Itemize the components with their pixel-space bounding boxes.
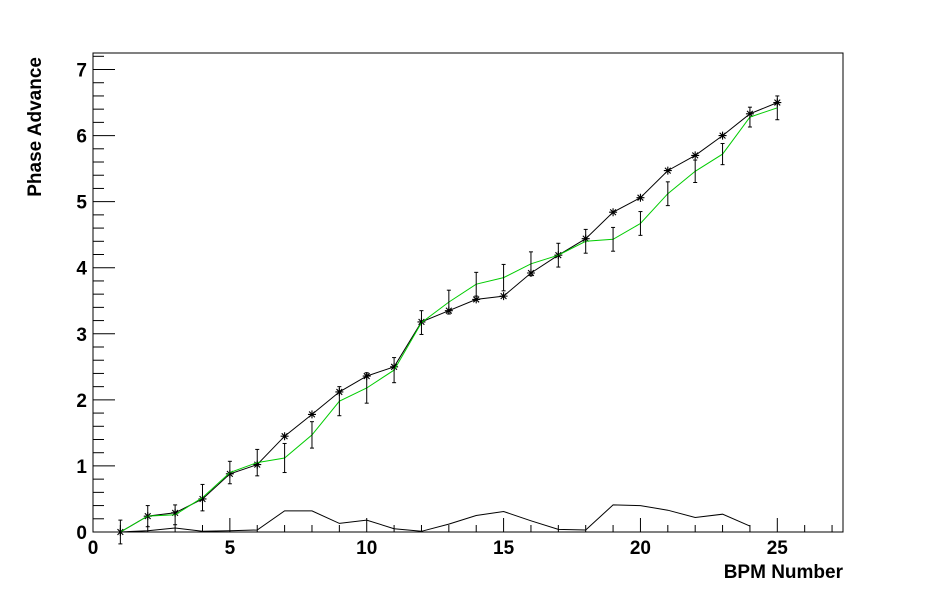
data-point-marker: [280, 432, 289, 441]
y-axis-title: Phase Advance: [25, 57, 46, 197]
y-tick-label: 1: [76, 457, 87, 478]
y-tick-label: 2: [76, 391, 87, 412]
data-point-marker: [636, 193, 645, 202]
error-bar: [474, 271, 479, 297]
error-bar: [638, 211, 643, 236]
error-bar: [282, 442, 287, 474]
x-tick-label: 10: [356, 538, 377, 559]
error-bar: [528, 251, 533, 277]
error-bar: [309, 421, 314, 449]
y-tick-label: 3: [76, 325, 87, 346]
error-bar: [446, 289, 451, 315]
x-axis-title: BPM Number: [724, 562, 844, 583]
data-point-marker: [609, 208, 618, 217]
y-tick-label: 7: [76, 61, 87, 82]
data-point-marker: [307, 410, 316, 419]
y-tick-label: 0: [76, 523, 87, 544]
error-bar: [720, 143, 725, 166]
error-bar: [227, 460, 232, 485]
error-bar: [200, 483, 205, 512]
x-tick-label: 0: [88, 538, 99, 559]
x-tick-label: 5: [225, 538, 236, 559]
series-3-line: [120, 504, 751, 533]
data-point-marker: [499, 292, 508, 301]
x-tick-label: 15: [493, 538, 515, 559]
y-tick-label: 4: [76, 259, 87, 280]
error-bar: [556, 242, 561, 268]
error-bar: [392, 357, 397, 384]
error-bar: [337, 386, 342, 417]
error-bar: [583, 228, 588, 254]
data-point-marker: [472, 295, 481, 304]
error-bar: [255, 448, 260, 477]
error-bar: [364, 372, 369, 404]
error-bar: [611, 226, 616, 252]
error-bar: [693, 159, 698, 183]
plot-frame: [92, 52, 844, 533]
y-tick-label: 5: [76, 193, 87, 214]
series-1-line: [120, 102, 778, 533]
series-2-line: [120, 107, 778, 533]
error-bar: [775, 95, 780, 121]
data-point-marker: [691, 151, 700, 160]
y-tick-label: 6: [76, 127, 87, 148]
x-tick-label: 25: [767, 538, 789, 559]
error-bar: [747, 106, 752, 128]
error-bar: [118, 519, 123, 545]
error-bar: [419, 310, 424, 335]
x-tick-label: 20: [630, 538, 651, 559]
data-point-marker: [663, 166, 672, 175]
error-bar: [665, 181, 670, 207]
data-point-marker: [718, 131, 727, 140]
error-bar: [173, 504, 178, 526]
error-bar: [501, 263, 506, 292]
error-bar: [145, 505, 150, 528]
